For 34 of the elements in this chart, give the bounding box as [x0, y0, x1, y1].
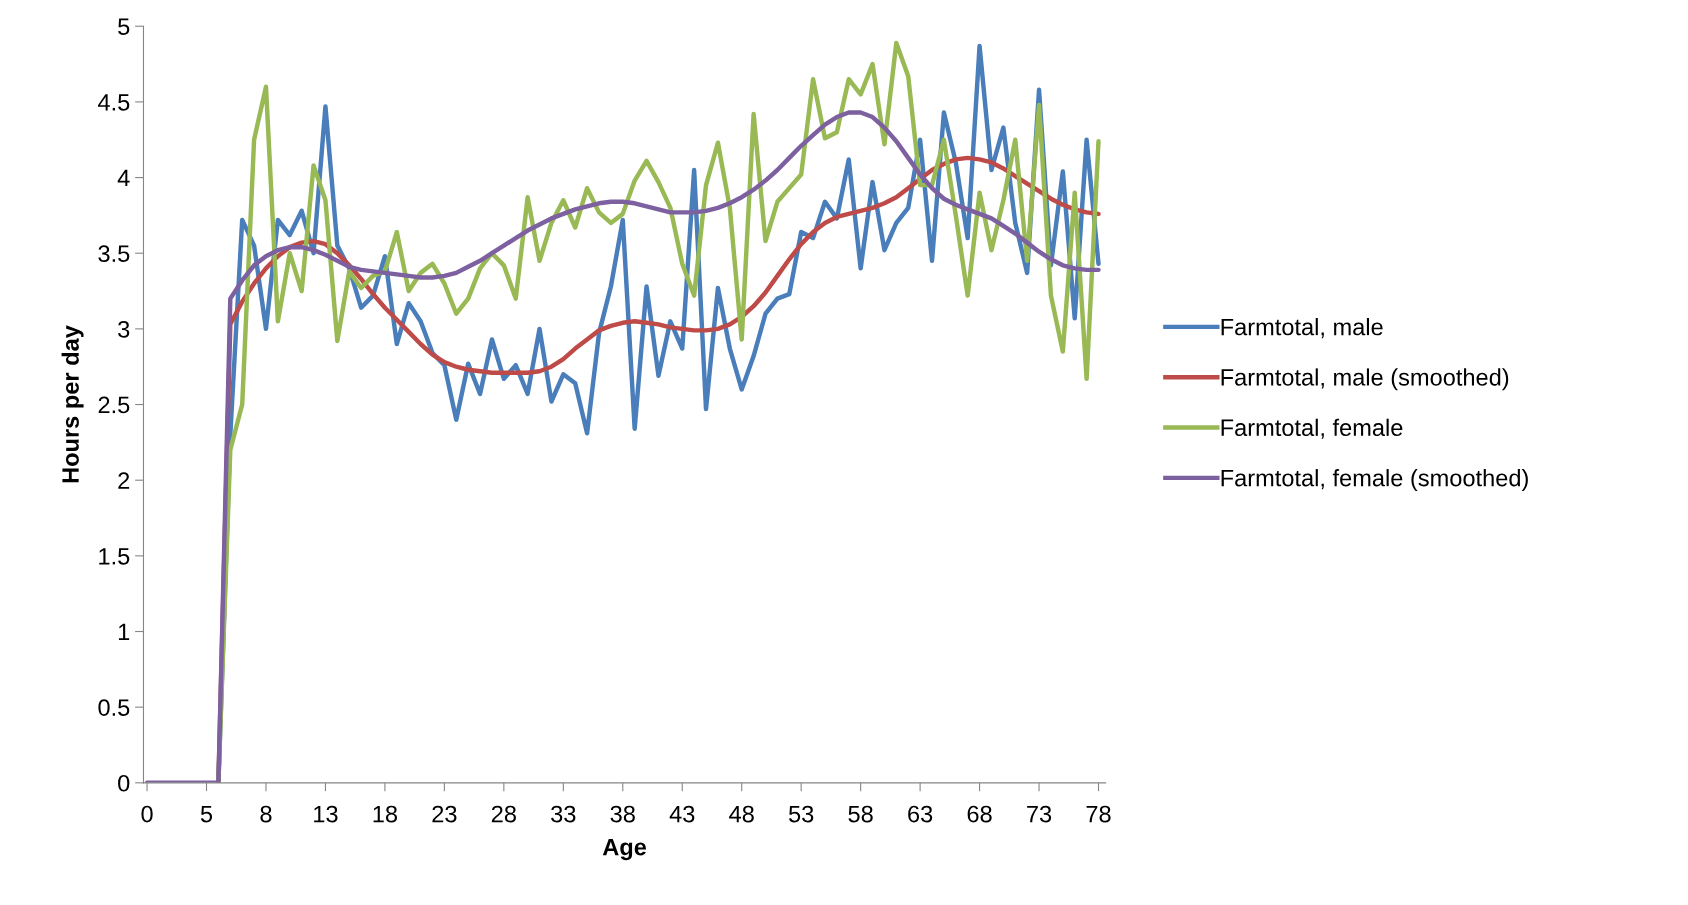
- x-tick-label: 18: [373, 805, 398, 823]
- y-tick-label: 2.5: [98, 396, 130, 414]
- x-tick-label: 48: [729, 805, 754, 823]
- x-tick-label: 38: [610, 805, 635, 823]
- x-tick-label: 33: [551, 805, 576, 823]
- x-tick-label: 68: [967, 805, 992, 823]
- y-tick-label: 0.5: [98, 699, 130, 716]
- y-tick-label: 1.5: [99, 548, 130, 565]
- y-tick-label: 4: [117, 169, 130, 187]
- x-tick-label: 23: [432, 805, 457, 823]
- y-tick-label: 5: [118, 18, 130, 36]
- x-tick-label: 73: [1027, 805, 1052, 823]
- x-tick-label: 78: [1086, 805, 1111, 823]
- legend-label: Farmtotal, female (smoothed): [1221, 469, 1528, 492]
- x-tick-label: 63: [908, 805, 933, 823]
- legend-label: Farmtotal, male (smoothed): [1221, 368, 1509, 391]
- legend-label: Farmtotal, female: [1221, 418, 1403, 439]
- x-tick-label: 43: [669, 805, 695, 823]
- x-tick-label: 0: [141, 805, 153, 823]
- y-tick-label: 0: [118, 774, 130, 792]
- x-tick-label: 13: [314, 805, 338, 823]
- legend-label: Farmtotal, male: [1221, 318, 1383, 339]
- y-axis-title: Hours per day: [61, 325, 84, 483]
- y-tick-label: 4.5: [98, 94, 130, 111]
- y-tick-label: 3.5: [98, 245, 130, 263]
- x-tick-label: 58: [848, 805, 873, 823]
- x-tick-label: 5: [200, 805, 213, 823]
- y-tick-label: 3: [118, 320, 130, 338]
- y-tick-label: 2: [118, 472, 130, 489]
- x-axis-title: Age: [602, 838, 647, 861]
- x-tick-label: 28: [491, 805, 516, 823]
- x-tick-label: 8: [260, 805, 272, 823]
- x-tick-label: 53: [788, 805, 814, 823]
- y-tick-label: 1: [118, 623, 130, 641]
